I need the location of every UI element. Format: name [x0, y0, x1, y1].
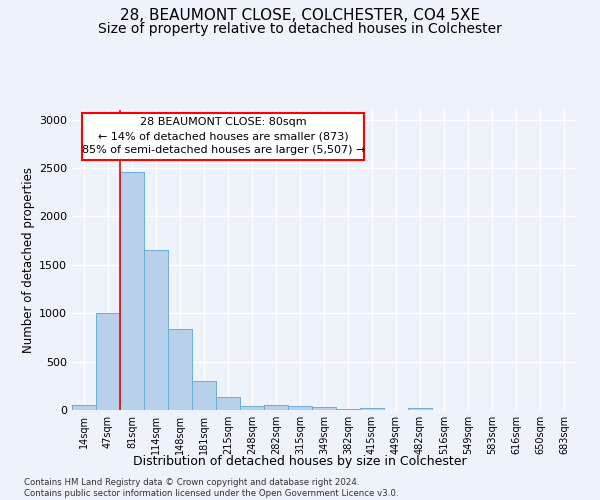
- Bar: [408, 408, 432, 410]
- Bar: [336, 408, 360, 410]
- Bar: [120, 172, 144, 410]
- Bar: [240, 406, 264, 410]
- Y-axis label: Number of detached properties: Number of detached properties: [22, 167, 35, 353]
- Bar: [264, 405, 288, 410]
- Bar: [144, 250, 168, 410]
- Bar: [168, 328, 192, 410]
- Text: 28 BEAUMONT CLOSE: 80sqm
← 14% of detached houses are smaller (873)
85% of semi-: 28 BEAUMONT CLOSE: 80sqm ← 14% of detach…: [82, 117, 365, 155]
- Bar: [192, 381, 216, 410]
- Text: Distribution of detached houses by size in Colchester: Distribution of detached houses by size …: [133, 455, 467, 468]
- Text: Contains HM Land Registry data © Crown copyright and database right 2024.
Contai: Contains HM Land Registry data © Crown c…: [24, 478, 398, 498]
- Bar: [72, 404, 96, 410]
- Bar: [312, 407, 336, 410]
- FancyBboxPatch shape: [82, 113, 364, 160]
- Bar: [96, 313, 120, 410]
- Text: Size of property relative to detached houses in Colchester: Size of property relative to detached ho…: [98, 22, 502, 36]
- Bar: [360, 408, 384, 410]
- Text: 28, BEAUMONT CLOSE, COLCHESTER, CO4 5XE: 28, BEAUMONT CLOSE, COLCHESTER, CO4 5XE: [120, 8, 480, 22]
- Bar: [288, 406, 312, 410]
- Bar: [216, 397, 240, 410]
